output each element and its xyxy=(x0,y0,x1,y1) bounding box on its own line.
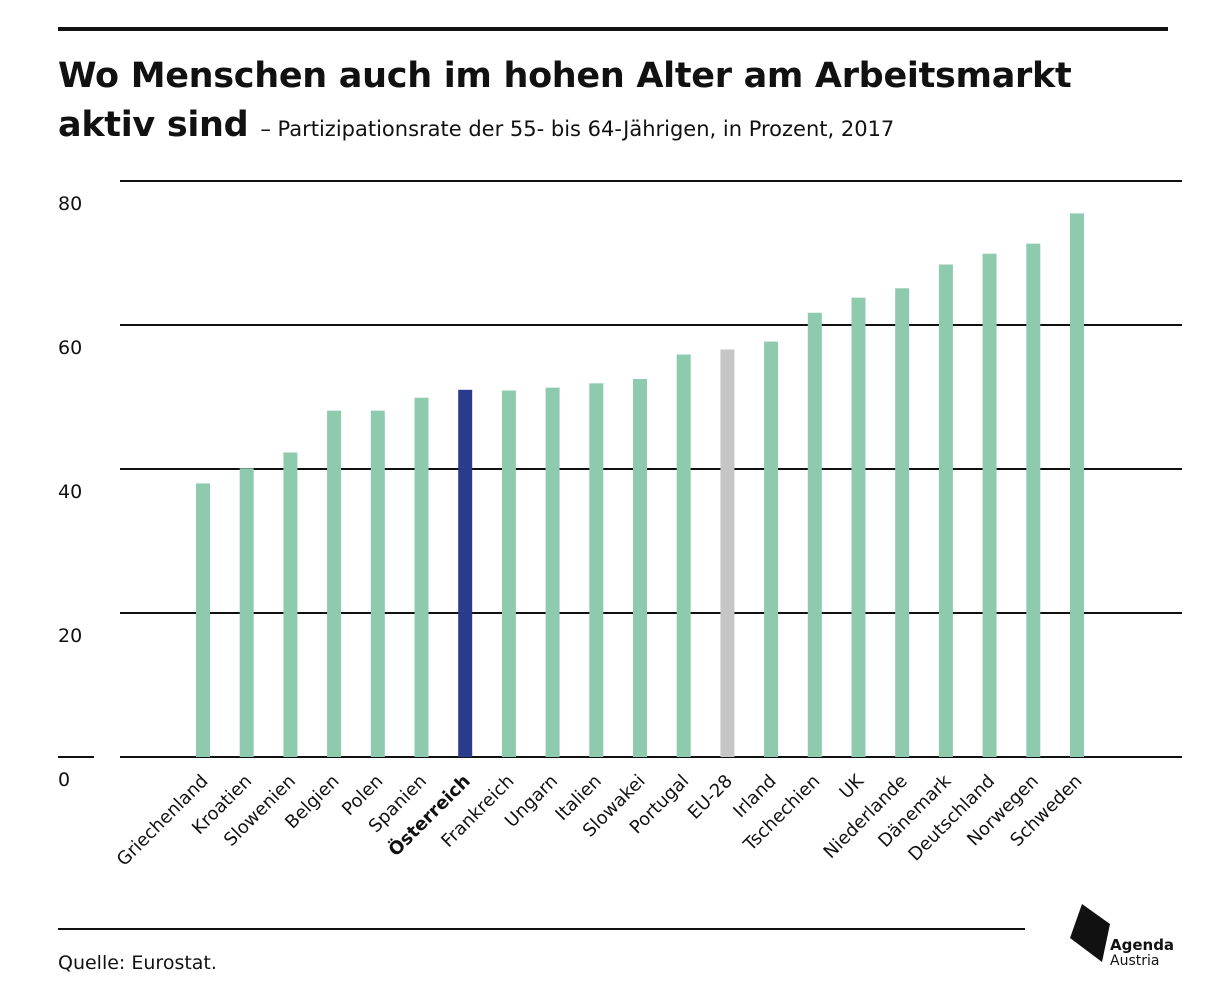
agenda-austria-logo: Agenda Austria xyxy=(1068,902,1178,972)
y-axis-ticks: 0 20 40 60 80 xyxy=(58,193,82,791)
bar-schweden xyxy=(1070,213,1084,757)
y-tick-label: 60 xyxy=(58,337,82,359)
x-axis-labels: GriechenlandKroatienSlowenienBelgienPole… xyxy=(113,770,1087,871)
top-rule xyxy=(58,27,1168,31)
bar-ungarn xyxy=(545,387,560,757)
bars xyxy=(196,213,1084,757)
bar-kroatien xyxy=(239,468,254,757)
bar-irland xyxy=(764,341,779,757)
logo-text-austria: Austria xyxy=(1110,953,1160,969)
logo-text-agenda: Agenda xyxy=(1110,936,1175,954)
chart-title-line2-text: aktiv sind xyxy=(58,105,249,145)
bar-frankreich xyxy=(501,390,516,757)
x-tick-label: EU-28 xyxy=(684,771,737,824)
bar-portugal xyxy=(676,354,691,757)
bar-spanien xyxy=(414,397,429,757)
bar-deutschland xyxy=(982,253,997,757)
bar-chart: 0 20 40 60 80 GriechenlandKroatienSlowenienB… xyxy=(58,180,1182,871)
logo-mark-icon xyxy=(1070,904,1110,962)
gridlines xyxy=(58,180,1182,758)
bottom-rule xyxy=(58,928,1025,930)
bar-norwegen xyxy=(1026,243,1041,757)
bar-tschechien xyxy=(807,312,822,757)
bar-niederlande xyxy=(895,288,910,757)
y-tick-label: 0 xyxy=(58,769,70,791)
bar-slowakei xyxy=(633,379,647,757)
y-tick-label: 40 xyxy=(58,481,82,503)
bar-belgien xyxy=(327,410,342,757)
bar-österreich xyxy=(458,389,473,757)
y-tick-label: 20 xyxy=(58,625,82,647)
bar-polen xyxy=(370,410,385,757)
bar-slowenien xyxy=(283,452,298,757)
bar-dänemark xyxy=(938,264,953,757)
bar-uk xyxy=(851,297,866,757)
bar-eu-28 xyxy=(720,349,735,757)
bar-italien xyxy=(589,383,604,757)
bar-griechenland xyxy=(196,483,210,757)
source-note: Quelle: Eurostat. xyxy=(58,952,217,974)
chart-subtitle: – Partizipationsrate der 55- bis 64-Jähr… xyxy=(260,117,895,141)
x-tick-label: UK xyxy=(836,770,869,803)
y-tick-label: 80 xyxy=(58,193,82,215)
chart-title-line1: Wo Menschen auch im hohen Alter am Arbei… xyxy=(58,56,1072,96)
chart-title-line2: aktiv sind – Partizipationsrate der 55- … xyxy=(58,101,1071,154)
chart-title: Wo Menschen auch im hohen Alter am Arbei… xyxy=(58,52,1072,154)
